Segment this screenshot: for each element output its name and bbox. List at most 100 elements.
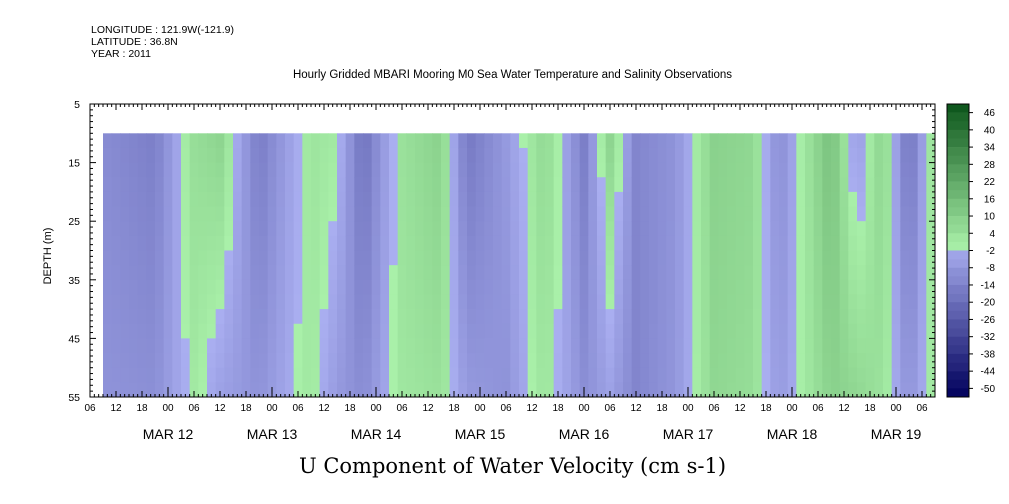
heatmap-cell [753,191,763,208]
heatmap-cell [909,177,919,193]
heatmap-cell [449,309,459,325]
heatmap-cell [337,147,347,164]
heatmap-cell [753,338,763,354]
heatmap-cell [423,353,433,369]
heatmap-cell [640,309,650,325]
heatmap-cell [345,206,355,222]
heatmap-cell [475,294,485,310]
heatmap-cell [241,294,251,310]
heatmap-cell [900,147,910,164]
heatmap-cell [172,294,182,310]
heatmap-cell [891,294,901,310]
heatmap-cell [493,133,503,149]
colorbar-label: 46 [984,108,996,119]
heatmap-cell [181,162,191,178]
heatmap-cell [822,265,832,281]
heatmap-cell [224,147,234,164]
heatmap-cell [510,353,520,369]
heatmap-cell [423,177,433,193]
heatmap-cell [796,162,806,178]
heatmap-cell [770,191,780,208]
heatmap-cell [649,353,659,369]
heatmap-cell [146,191,156,208]
heatmap-cell [787,162,797,178]
colorbar-swatch [947,336,969,346]
heatmap-cell [666,265,676,281]
heatmap-cell [891,309,901,325]
heatmap-cell [779,133,789,149]
heatmap-cell [623,338,633,354]
heatmap-cell [727,250,737,266]
heatmap-cell [839,382,849,398]
heatmap-cell [146,338,156,354]
heatmap-cell [137,147,147,164]
heatmap-cell [865,382,875,398]
heatmap-cell [831,250,841,266]
heatmap-cell [588,265,598,281]
colorbar-swatch [947,362,969,372]
x-hour-label: 12 [110,403,122,414]
heatmap-cell [657,147,667,164]
heatmap-cell [510,235,520,251]
heatmap-cell [770,265,780,281]
heatmap-cell [761,279,771,295]
heatmap-cell [250,147,260,164]
heatmap-cell [423,162,433,178]
heatmap-cell [891,265,901,281]
heatmap-cell [701,265,711,281]
heatmap-cell [683,338,693,354]
heatmap-cell [926,338,936,354]
heatmap-cell [415,265,425,281]
heatmap-cell [467,279,477,295]
heatmap-cell [917,382,927,398]
heatmap-cell [181,147,191,164]
heatmap-cell [666,353,676,369]
heatmap-cell [155,177,165,193]
heatmap-cell [770,279,780,295]
heatmap-cell [527,279,537,295]
heatmap-cell [111,309,121,325]
heatmap-cell [293,206,303,222]
heatmap-cell [380,265,390,281]
heatmap-cell [718,133,728,149]
heatmap-cell [813,309,823,325]
heatmap-cell [831,294,841,310]
heatmap-cell [753,133,763,149]
heatmap-cell [675,353,685,369]
heatmap-cell [293,265,303,281]
colorbar-label: -14 [981,280,996,291]
colorbar-swatch [947,216,969,225]
heatmap-cell [683,309,693,325]
heatmap-cell [510,133,520,149]
heatmap-cell [328,323,338,339]
x-hour-label: 18 [552,403,564,414]
heatmap-cell [441,367,451,383]
heatmap-cell [484,191,494,208]
heatmap-cell [363,206,373,222]
x-hour-label: 18 [448,403,460,414]
heatmap-cell [137,309,147,325]
heatmap-cell [579,323,589,339]
heatmap-cell [822,338,832,354]
heatmap-cell [675,323,685,339]
heatmap-cell [380,250,390,266]
heatmap-cell [553,147,563,164]
heatmap-cell [475,191,485,208]
heatmap-cell [293,162,303,178]
colorbar-swatch [947,250,969,260]
heatmap-cell [146,206,156,222]
heatmap-cell [259,206,269,222]
heatmap-cell [354,133,364,149]
heatmap-cell [545,147,555,164]
heatmap-cell [354,191,364,208]
heatmap-cell [796,177,806,193]
heatmap-cell [857,309,867,325]
heatmap-cell [389,367,399,383]
heatmap-cell [103,235,113,251]
heatmap-cell [233,206,243,222]
heatmap-cell [493,382,503,398]
colorbar-swatch [947,207,969,217]
heatmap-cell [345,367,355,383]
x-hour-label: 06 [84,403,96,414]
heatmap-cell [571,147,581,164]
